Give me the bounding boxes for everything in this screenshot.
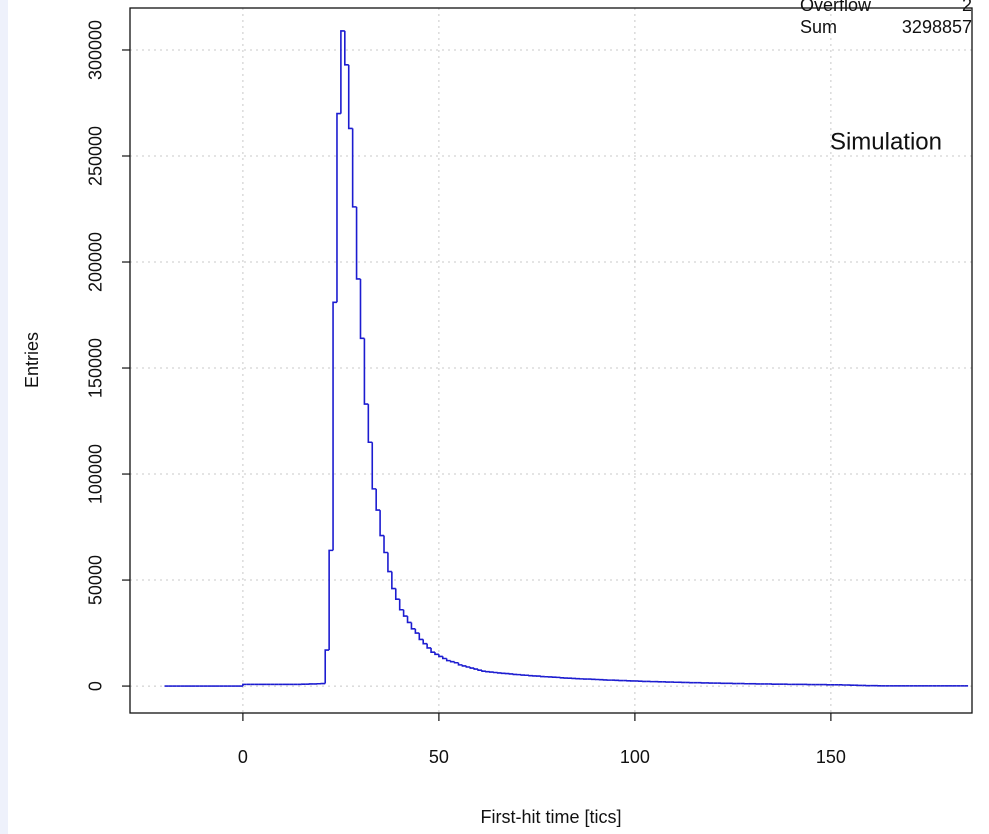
histogram-step [414, 628, 420, 634]
y-tick-label: 300000 [86, 20, 106, 80]
histogram-step [332, 301, 337, 551]
x-tick-label: 0 [238, 747, 248, 767]
histogram-step [355, 206, 361, 280]
histogram-step [391, 571, 396, 590]
annotation: Simulation [830, 128, 942, 155]
stats-value: 3298857 [902, 17, 972, 37]
histogram-step [367, 404, 373, 444]
histogram-step [449, 660, 455, 663]
histogram-step [410, 622, 416, 630]
y-tick-label: 0 [86, 681, 106, 691]
histogram-step [418, 633, 424, 641]
y-tick-label: 200000 [86, 232, 106, 292]
histogram-step [398, 599, 404, 611]
histogram-step [336, 112, 341, 303]
y-axis-label: Entries [22, 332, 42, 388]
histogram-step [430, 647, 435, 653]
stats-value: 2 [962, 0, 972, 15]
histogram-step [406, 616, 412, 624]
histogram-step [426, 643, 432, 649]
histogram-step [383, 535, 388, 554]
y-tick-label: 50000 [86, 555, 106, 605]
histogram-step [461, 664, 467, 667]
histogram-step [394, 588, 400, 600]
histogram-step [351, 128, 357, 208]
histogram-step [457, 662, 463, 666]
x-axis-label: First-hit time [tics] [480, 807, 621, 827]
histogram-step [340, 30, 345, 114]
y-tick-label: 250000 [86, 126, 106, 186]
histogram-step [347, 64, 353, 130]
x-tick-label: 50 [429, 747, 449, 767]
histogram-step [379, 510, 385, 537]
histogram-step [481, 670, 486, 673]
histogram-step [473, 668, 479, 670]
histogram-step [422, 639, 428, 645]
histogram-step [324, 649, 330, 684]
histogram-step [371, 442, 377, 490]
histogram-step [469, 666, 475, 669]
plot-frame [129, 7, 973, 714]
histogram-step [465, 665, 471, 668]
window-edge [0, 0, 8, 834]
histogram-step [442, 656, 447, 660]
histogram-step [359, 278, 365, 340]
histogram-step [242, 683, 247, 687]
y-tick-label: 100000 [86, 444, 106, 504]
histogram-step [344, 30, 349, 66]
histogram-step [434, 652, 439, 656]
histogram-step [477, 669, 483, 671]
histogram-step [438, 654, 443, 658]
x-tick-label: 100 [620, 747, 650, 767]
histogram-step [453, 661, 459, 664]
stats-label: Sum [800, 17, 837, 37]
histogram-step [375, 488, 381, 511]
histogram-step [445, 658, 451, 662]
y-tick-label: 150000 [86, 338, 106, 398]
histogram-step [363, 338, 369, 405]
histogram-step [328, 549, 334, 651]
histogram-step [387, 552, 392, 573]
histogram-step [402, 609, 408, 617]
stats-label: Overflow [800, 0, 872, 15]
x-tick-label: 150 [816, 747, 846, 767]
